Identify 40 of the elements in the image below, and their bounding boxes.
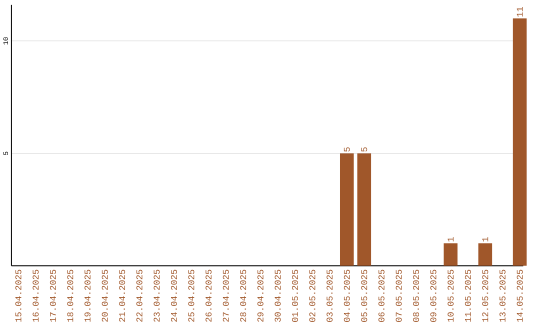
bar — [478, 243, 492, 266]
x-tick-label: 07.05.2025 — [396, 270, 402, 322]
x-tick-label: 30.04.2025 — [274, 270, 281, 322]
x-tick-label: 17.04.2025 — [50, 270, 56, 322]
x-tick-label: 02.05.2025 — [309, 270, 316, 322]
data-label: 5 — [361, 148, 368, 152]
x-tick-label: 29.04.2025 — [257, 270, 264, 322]
x-tick-label: 03.05.2025 — [326, 270, 333, 322]
bar — [357, 153, 372, 266]
x-tick-label: 24.04.2025 — [170, 270, 177, 322]
x-tick-label: 19.04.2025 — [84, 270, 91, 322]
x-tick-label: 23.04.2025 — [154, 270, 160, 322]
x-tick-label: 09.05.2025 — [430, 270, 436, 322]
x-tick-label: 27.04.2025 — [222, 270, 229, 322]
x-tick-label: 25.04.2025 — [188, 270, 194, 322]
x-tick-label: 22.04.2025 — [136, 270, 142, 322]
data-label: 11 — [516, 7, 523, 17]
data-label: 5 — [344, 148, 350, 152]
x-tick-label: 15.04.2025 — [15, 270, 22, 322]
x-tick-label: 01.05.2025 — [292, 270, 298, 322]
x-tick-label: 14.05.2025 — [516, 270, 523, 322]
x-tick-label: 05.05.2025 — [361, 270, 368, 322]
bar — [340, 153, 354, 266]
bar — [512, 18, 527, 266]
x-tick-label: 20.04.2025 — [102, 270, 108, 322]
x-tick-label: 13.05.2025 — [499, 270, 506, 322]
x-tick-label: 06.05.2025 — [378, 270, 384, 322]
x-tick-label: 04.05.2025 — [344, 270, 350, 322]
x-tick-label: 28.04.2025 — [240, 270, 246, 322]
x-tick-label: 16.04.2025 — [32, 270, 39, 322]
x-tick-label: 26.04.2025 — [206, 270, 212, 322]
x-tick-label: 12.05.2025 — [482, 270, 488, 322]
x-tick-label: 11.05.2025 — [464, 270, 471, 322]
x-tick-label: 18.04.2025 — [67, 270, 74, 322]
x-tick-label: 08.05.2025 — [413, 270, 420, 322]
data-label: 1 — [482, 237, 488, 242]
x-tick-label: 10.05.2025 — [448, 270, 454, 322]
bar — [444, 243, 458, 266]
x-tick-label: 21.04.2025 — [119, 270, 126, 322]
data-label: 1 — [448, 237, 454, 242]
